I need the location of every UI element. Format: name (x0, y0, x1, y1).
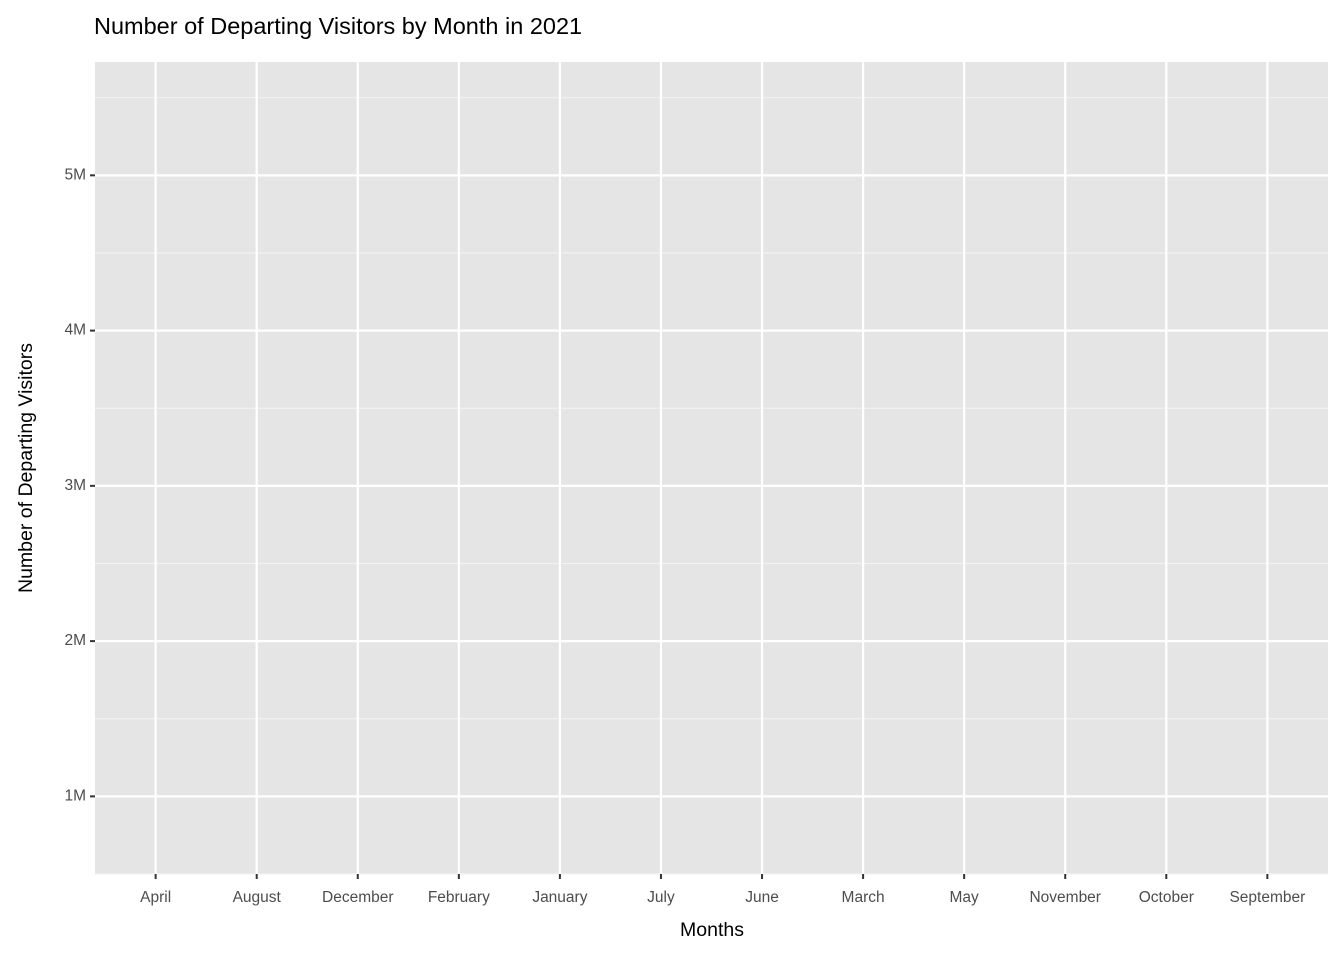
x-tick-label: December (322, 889, 394, 906)
x-tick-label: October (1139, 889, 1194, 906)
x-axis-title: Months (680, 919, 744, 941)
y-tick-label: 3M (64, 477, 86, 494)
x-tick-label: January (532, 889, 587, 906)
x-tick-label: July (647, 889, 675, 906)
y-tick-label: 2M (64, 632, 86, 649)
y-tick-label: 4M (64, 322, 86, 339)
x-tick-label: August (233, 889, 282, 906)
grid (95, 62, 1328, 875)
x-tick-label: June (745, 889, 779, 906)
x-tick-label: February (428, 889, 490, 906)
y-tick-label: 5M (64, 166, 86, 183)
x-tick-label: March (842, 889, 885, 906)
chart-title: Number of Departing Visitors by Month in… (94, 13, 582, 39)
x-tick-label: September (1229, 889, 1305, 906)
x-tick-label: May (950, 889, 980, 906)
x-tick-label: April (140, 889, 171, 906)
plot-panel (95, 62, 1328, 874)
y-tick-label: 1M (64, 787, 86, 804)
x-tick-label: November (1029, 889, 1101, 906)
y-axis-title: Number of Departing Visitors (15, 343, 37, 593)
